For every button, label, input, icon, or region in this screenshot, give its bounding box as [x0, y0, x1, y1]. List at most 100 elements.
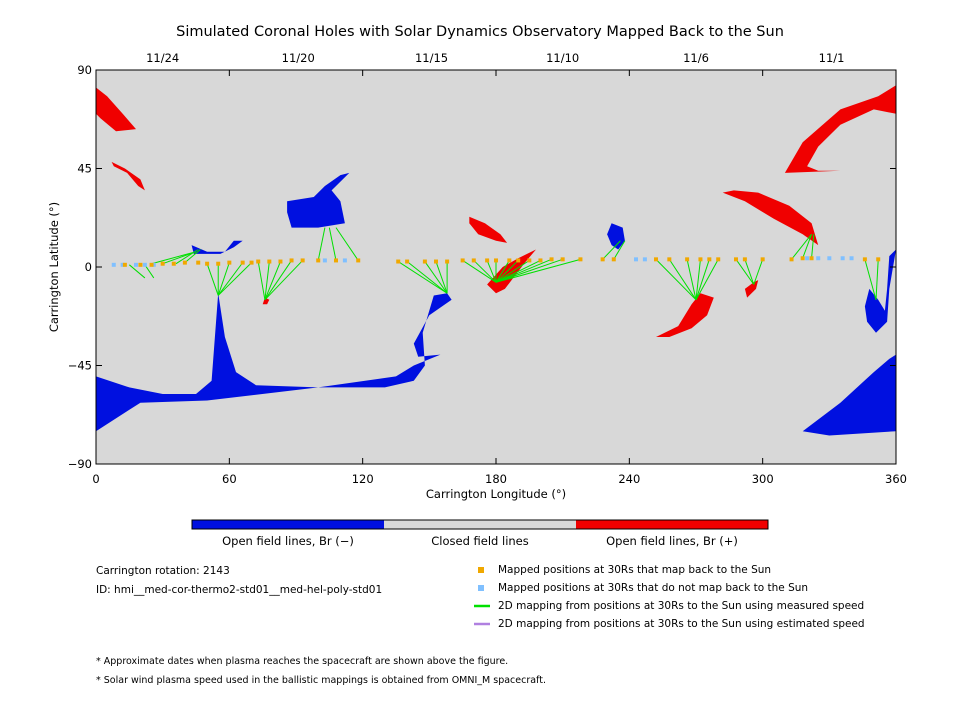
point-not-map-back-13 [849, 256, 854, 261]
point-not-map-back-1 [120, 262, 125, 267]
model-id-text: ID: hmi__med-cor-thermo2-std01__med-hel-… [96, 584, 383, 596]
mapping-line-measured-0 [151, 251, 197, 265]
point-map-back-15 [289, 258, 294, 263]
y-axis-label: Carrington Latitude (°) [47, 202, 61, 332]
mapping-line-measured-41 [695, 259, 710, 300]
mapping-line-measured-28 [495, 260, 510, 283]
mapping-line-measured-36 [613, 240, 626, 260]
point-map-back-2 [149, 262, 154, 267]
mapping-line-measured-32 [495, 258, 552, 283]
coronal-hole-positive-8 [469, 216, 508, 243]
point-not-map-back-0 [111, 262, 116, 267]
mapping-line-measured-2 [175, 249, 199, 265]
point-map-back-39 [667, 257, 672, 262]
x-tick-label-0: 0 [92, 472, 99, 486]
point-not-map-back-12 [840, 256, 845, 261]
point-map-back-19 [356, 258, 361, 263]
mapping-line-measured-18 [335, 227, 359, 261]
legend-swatch-1 [478, 585, 484, 591]
mapping-line-measured-20 [406, 261, 448, 294]
mapping-line-measured-11 [257, 261, 266, 300]
mapping-line-measured-35 [602, 240, 621, 260]
point-map-back-18 [334, 258, 338, 263]
mapping-line-measured-31 [495, 259, 541, 283]
y-tick-label-3: 45 [77, 162, 92, 176]
point-map-back-32 [538, 258, 543, 263]
mapping-line-measured-39 [686, 259, 697, 300]
mapping-line-measured-21 [424, 261, 448, 294]
colorbar-label-0: Open field lines, Br (−) [222, 534, 354, 548]
point-not-map-back-9 [805, 256, 810, 261]
point-map-back-24 [445, 259, 450, 264]
coronal-holes-layer [96, 85, 896, 436]
point-map-back-1 [138, 262, 143, 267]
point-map-back-40 [685, 257, 690, 262]
coronal-hole-positive-11 [744, 280, 759, 298]
point-map-back-49 [809, 256, 814, 261]
point-map-back-36 [600, 257, 605, 262]
coronal-hole-positive-13 [784, 85, 896, 173]
point-map-back-8 [216, 261, 221, 266]
point-map-back-45 [742, 257, 747, 262]
mapping-line-measured-34 [495, 258, 581, 283]
x-tick-label-2: 120 [352, 472, 374, 486]
coronal-hole-positive-12 [722, 190, 819, 246]
point-not-map-back-8 [642, 257, 647, 262]
point-map-back-25 [460, 258, 465, 263]
y-tick-label-1: −45 [68, 359, 92, 373]
point-not-map-back-11 [827, 256, 832, 261]
legend-label-0: Mapped positions at 30Rs that map back t… [498, 564, 771, 576]
point-not-map-back-10 [816, 256, 821, 261]
mapping-line-measured-33 [495, 258, 563, 283]
mapping-line-measured-38 [668, 259, 697, 301]
mapping-line-measured-13 [264, 261, 281, 301]
mapping-line-measured-37 [655, 258, 697, 301]
date-tick-label-0: 11/24 [146, 51, 179, 65]
chart-title: Simulated Coronal Holes with Solar Dynam… [176, 24, 784, 40]
point-map-back-17 [316, 258, 321, 263]
date-tick-label-1: 11/20 [282, 51, 315, 65]
point-map-back-5 [182, 260, 187, 265]
axes-layer: 0 60 120 180 240 300 360 −90 −45 0 45 90 11/24 11/20 1… [68, 51, 907, 486]
point-map-back-27 [485, 258, 490, 263]
footnote-dates: * Approximate dates when plasma reaches … [96, 656, 509, 667]
colorbar-segment-1 [384, 520, 576, 529]
mapping-line-measured-10 [217, 262, 252, 296]
coronal-hole-positive-7 [111, 161, 145, 191]
point-map-back-21 [405, 259, 410, 264]
point-map-back-23 [434, 259, 438, 264]
mapping-line-measured-14 [264, 260, 292, 301]
point-map-back-37 [611, 257, 616, 262]
colorbar-segment-0 [192, 520, 384, 529]
legend-label-2: 2D mapping from positions at 30Rs to the… [498, 600, 864, 612]
point-not-map-back-3 [142, 262, 147, 267]
carrington-rotation-text: Carrington rotation: 2143 [96, 565, 230, 577]
point-map-back-11 [249, 260, 254, 265]
mapping-line-measured-24 [462, 260, 497, 283]
legend: Mapped positions at 30Rs that map back t… [474, 564, 865, 630]
x-tick-label-1: 60 [222, 472, 237, 486]
point-map-back-16 [300, 258, 305, 263]
legend-label-3: 2D mapping from positions at 30Rs to the… [498, 618, 865, 630]
date-tick-label-2: 11/15 [415, 51, 448, 65]
point-map-back-0 [122, 262, 127, 267]
point-map-back-34 [560, 257, 565, 262]
coronal-hole-negative-5 [802, 354, 896, 436]
point-map-back-29 [507, 258, 512, 263]
date-tick-label-5: 11/1 [819, 51, 845, 65]
point-map-back-41 [698, 257, 703, 262]
point-map-back-4 [171, 261, 176, 266]
mapping-line-measured-30 [495, 260, 530, 283]
footnote-speed: * Solar wind plasma speed used in the ba… [96, 675, 546, 686]
point-map-back-47 [789, 257, 794, 262]
mapping-line-measured-29 [495, 260, 519, 283]
point-map-back-43 [716, 257, 721, 262]
mapping-line-measured-1 [162, 251, 197, 265]
mapping-line-measured-4 [144, 264, 155, 279]
mapping-line-measured-47 [802, 233, 813, 259]
coronal-hole-negative-0 [96, 293, 452, 432]
point-map-back-31 [527, 258, 532, 263]
mapping-line-measured-50 [875, 259, 879, 300]
mapping-line-measured-15 [264, 260, 304, 301]
